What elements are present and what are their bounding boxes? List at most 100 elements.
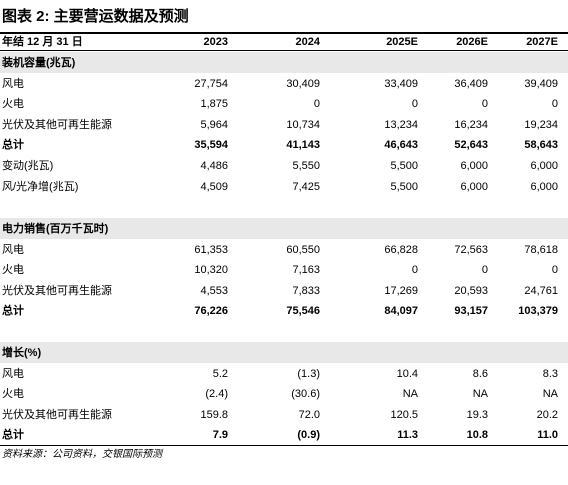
row-label: 总计 (2, 305, 24, 318)
cell: (2.4) (205, 388, 228, 401)
section-band (0, 52, 568, 73)
title: 图表 2: 主要营运数据及预测 (2, 8, 189, 25)
cell: 84,097 (384, 305, 418, 318)
section-title: 装机容量(兆瓦) (2, 56, 76, 69)
cell: 0 (411, 264, 418, 277)
cell: 7,425 (292, 180, 320, 193)
cell: 6,000 (530, 180, 558, 193)
section-title: 电力销售(百万千瓦时) (2, 222, 109, 235)
cell: 0 (551, 264, 558, 277)
row-label: 变动(兆瓦) (2, 159, 54, 172)
row-label: 总计 (2, 429, 24, 442)
cell: 10,734 (286, 118, 320, 131)
cell: 75,546 (286, 305, 320, 318)
cell: 24,761 (524, 284, 558, 297)
cell: 10,320 (194, 264, 228, 277)
cell: 33,409 (384, 77, 418, 90)
row-label: 火电 (2, 264, 24, 277)
cell: 6,000 (460, 180, 488, 193)
cell: NA (402, 388, 418, 401)
rule (0, 445, 568, 446)
cell: 17,269 (384, 284, 418, 297)
cell: 0 (481, 264, 488, 277)
header-cell: 2026E (456, 36, 488, 48)
header-cell: 年结 12 月 31 日 (2, 36, 83, 48)
cell: 1,875 (200, 98, 228, 111)
cell: 41,143 (286, 139, 320, 152)
cell: 11.0 (537, 429, 558, 442)
cell: 27,754 (194, 77, 228, 90)
row-label: 风电 (2, 367, 24, 380)
cell: 4,509 (200, 180, 228, 193)
cell: NA (472, 388, 488, 401)
cell: 76,226 (194, 305, 228, 318)
cell: 39,409 (524, 77, 558, 90)
cell: 30,409 (286, 77, 320, 90)
cell: 0 (551, 98, 558, 111)
cell: 78,618 (524, 243, 558, 256)
cell: 35,594 (194, 139, 228, 152)
cell: 4,553 (200, 284, 228, 297)
row-label: 光伏及其他可再生能源 (2, 118, 112, 131)
row-label: 风/光净增(兆瓦) (2, 180, 79, 193)
cell: 46,643 (384, 139, 418, 152)
cell: 58,643 (524, 139, 558, 152)
cell: 0 (411, 98, 418, 111)
cell: 16,234 (454, 118, 488, 131)
cell: 6,000 (530, 159, 558, 172)
cell: 72.0 (298, 408, 320, 421)
section-band (0, 218, 568, 239)
cell: 5,964 (200, 118, 228, 131)
cell: 20.2 (536, 408, 558, 421)
row-label: 总计 (2, 139, 24, 152)
cell: 7.9 (212, 429, 228, 442)
cell: 72,563 (454, 243, 488, 256)
cell: 0 (313, 98, 320, 111)
cell: 52,643 (454, 139, 488, 152)
cell: 0 (481, 98, 488, 111)
cell: 5,500 (390, 159, 418, 172)
cell: 5.2 (212, 367, 228, 380)
cell: NA (542, 388, 558, 401)
cell: 61,353 (194, 243, 228, 256)
cell: 4,486 (200, 159, 228, 172)
row-label: 光伏及其他可再生能源 (2, 408, 112, 421)
cell: 5,500 (390, 180, 418, 193)
cell: (30.6) (291, 388, 320, 401)
row-label: 风电 (2, 77, 24, 90)
cell: 8.3 (542, 367, 558, 380)
cell: 93,157 (454, 305, 488, 318)
header-cell: 2024 (295, 36, 320, 48)
row-label: 风电 (2, 243, 24, 256)
row-label: 火电 (2, 388, 24, 401)
section-band (0, 342, 568, 363)
cell: 7,833 (292, 284, 320, 297)
header-cell: 2025E (386, 36, 418, 48)
cell: 8.6 (472, 367, 488, 380)
row-label: 光伏及其他可再生能源 (2, 284, 112, 297)
cell: 66,828 (384, 243, 418, 256)
cell: 36,409 (454, 77, 488, 90)
cell: 10.8 (466, 429, 488, 442)
cell: 10.4 (396, 367, 418, 380)
rule (0, 50, 568, 51)
cell: 6,000 (460, 159, 488, 172)
cell: 11.3 (397, 429, 418, 442)
cell: 20,593 (454, 284, 488, 297)
cell: (1.3) (297, 367, 320, 380)
section-title: 增长(%) (2, 346, 42, 359)
row-label: 火电 (2, 98, 24, 111)
cell: 5,550 (292, 159, 320, 172)
header-cell: 2023 (203, 36, 228, 48)
cell: 103,379 (518, 305, 558, 318)
cell: 120.5 (390, 408, 418, 421)
header-cell: 2027E (526, 36, 558, 48)
cell: 19,234 (524, 118, 558, 131)
cell: 159.8 (200, 408, 228, 421)
cell: 60,550 (286, 243, 320, 256)
cell: 13,234 (384, 118, 418, 131)
cell: 7,163 (292, 264, 320, 277)
cell: (0.9) (297, 429, 320, 442)
rule (0, 32, 568, 34)
